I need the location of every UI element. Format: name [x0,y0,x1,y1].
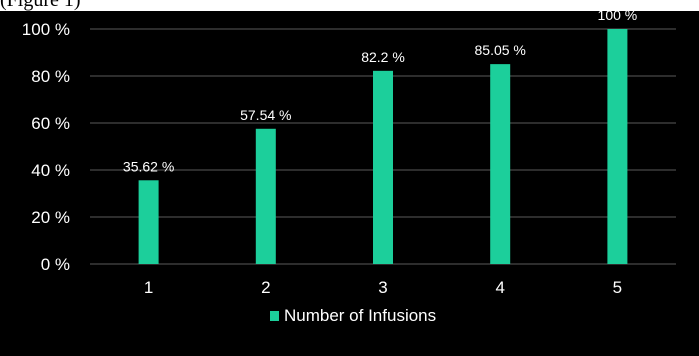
chart-panel: 0 % 20 % 40 % 60 % 80 % 100 % 35.62 % 1 57.54 % 2… [0,11,699,356]
y-tick-label: 0 % [41,255,70,274]
data-label: 35.62 % [123,158,174,174]
caption-fragment: (Figure 1) [0,0,81,11]
bar [490,64,511,264]
x-tick-label: 3 [378,278,387,297]
y-tick-label: 100 % [22,20,70,39]
y-tick-label: 40 % [31,161,70,180]
bar [138,180,159,264]
legend-swatch [270,311,279,321]
x-tick-label: 5 [613,278,622,297]
bar [373,70,393,264]
x-tick-label: 4 [495,278,504,297]
data-label: 85.05 % [475,42,526,58]
bar [607,29,628,264]
x-tick-label: 1 [144,278,153,297]
bar-chart: 0 % 20 % 40 % 60 % 80 % 100 % 35.62 % 1 57.54 % 2… [22,11,676,325]
y-tick-label: 20 % [31,208,70,227]
bar [255,128,276,264]
y-tick-label: 80 % [31,67,70,86]
legend-label: Number of Infusions [284,306,436,325]
data-label: 82.2 % [361,49,405,65]
y-tick-label: 60 % [31,114,70,133]
data-label: 100 % [598,11,638,23]
x-tick-label: 2 [261,278,270,297]
data-label: 57.54 % [240,107,291,123]
